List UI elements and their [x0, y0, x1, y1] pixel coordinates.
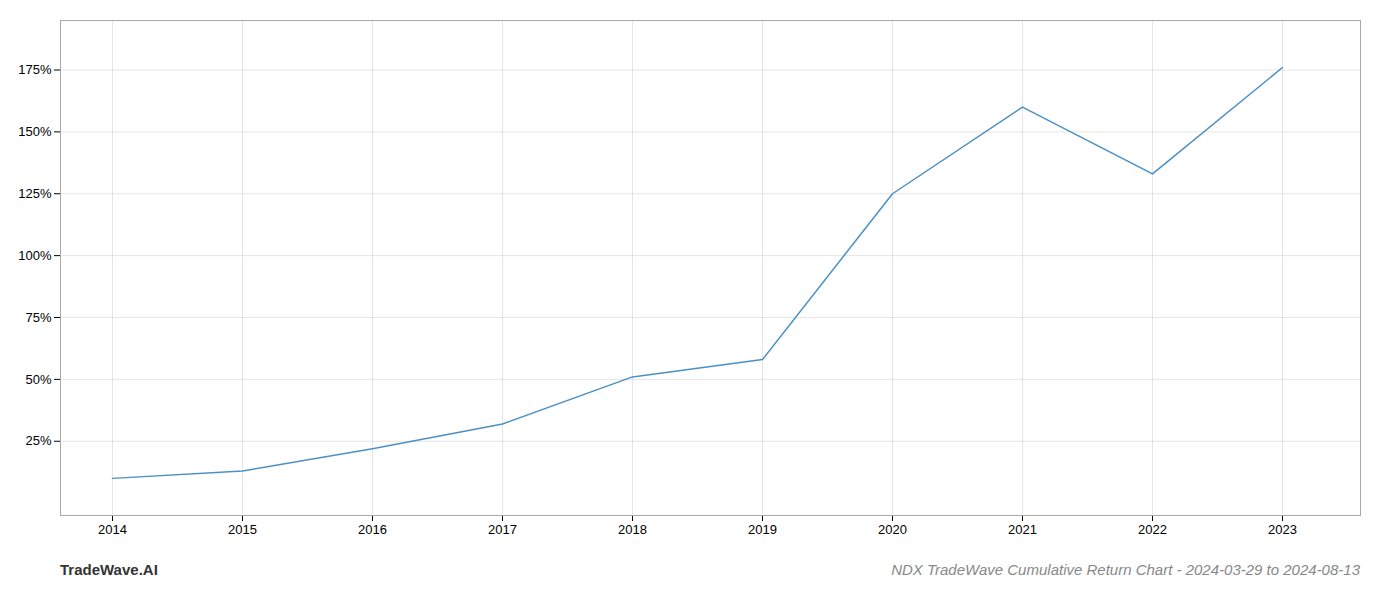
svg-text:175%: 175% — [18, 62, 52, 77]
html-text:NDX TradeWave Cumulative Retur: NDX TradeWave Cumulative Return Chart - … — [891, 561, 1360, 578]
svg-text:2021: 2021 — [1008, 522, 1037, 537]
svg-text:2016: 2016 — [358, 522, 387, 537]
svg-text:2022: 2022 — [1138, 522, 1167, 537]
svg-text:2023: 2023 — [1268, 522, 1297, 537]
svg-text:150%: 150% — [18, 124, 52, 139]
svg-text:2018: 2018 — [618, 522, 647, 537]
svg-text:75%: 75% — [25, 310, 51, 325]
svg-text:100%: 100% — [18, 248, 52, 263]
svg-text:2017: 2017 — [488, 522, 517, 537]
svg-text:25%: 25% — [25, 433, 51, 448]
svg-text:50%: 50% — [25, 372, 51, 387]
svg-text:2019: 2019 — [748, 522, 777, 537]
svg-text:2015: 2015 — [228, 522, 257, 537]
html-text:TradeWave.AI: TradeWave.AI — [60, 561, 158, 578]
svg-text:2020: 2020 — [878, 522, 907, 537]
svg-text:2014: 2014 — [98, 522, 127, 537]
svg-text:125%: 125% — [18, 186, 52, 201]
